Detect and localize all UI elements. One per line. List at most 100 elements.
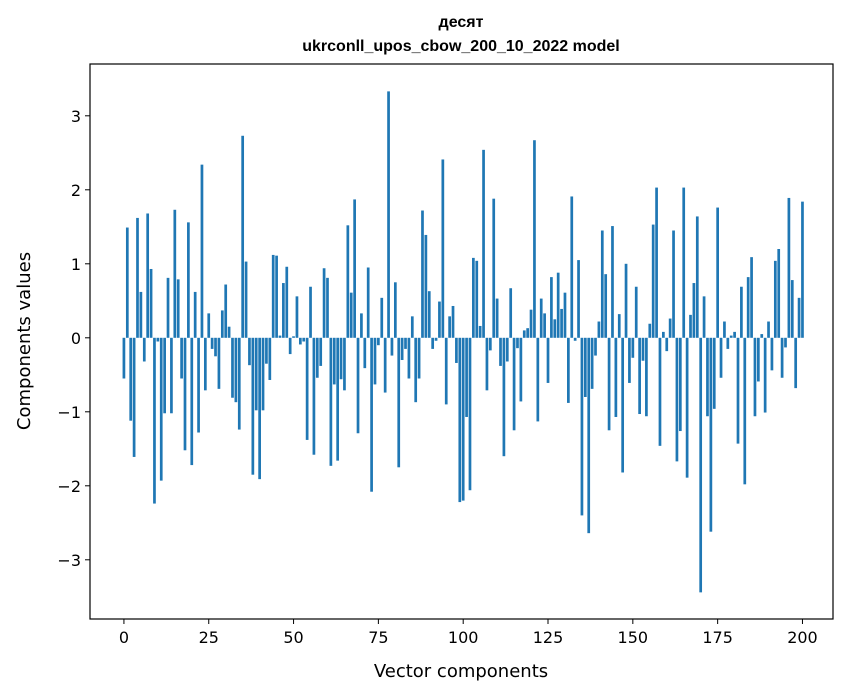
bar	[682, 187, 686, 338]
bar	[187, 222, 190, 338]
bar	[729, 335, 733, 338]
x-tick-label: 200	[787, 628, 818, 647]
bar	[512, 337, 516, 431]
bar	[600, 230, 604, 338]
bar	[149, 268, 153, 338]
bar	[553, 319, 557, 338]
bar	[220, 310, 224, 338]
bar	[655, 187, 658, 338]
bar	[122, 337, 126, 379]
bar	[743, 337, 747, 485]
bar	[475, 260, 479, 338]
bar	[499, 337, 502, 366]
bar	[125, 227, 129, 338]
bar	[550, 277, 553, 338]
bar	[780, 337, 784, 378]
bar	[373, 337, 377, 385]
bar	[770, 337, 774, 371]
bar	[363, 337, 367, 369]
bar	[254, 337, 258, 411]
bar	[695, 216, 699, 338]
bar	[784, 337, 787, 348]
bar	[675, 337, 679, 462]
bar	[346, 225, 350, 338]
bar	[797, 297, 801, 338]
bar	[773, 260, 777, 338]
bar	[536, 337, 540, 422]
bar	[505, 337, 509, 362]
bar	[163, 337, 166, 414]
bar	[203, 337, 207, 391]
bar	[631, 337, 635, 358]
bar	[485, 337, 489, 391]
bars-group	[122, 91, 804, 593]
bar	[237, 337, 241, 430]
bar	[404, 337, 407, 349]
bar	[712, 337, 716, 409]
bar	[312, 337, 316, 455]
bar	[309, 286, 312, 338]
bar	[458, 337, 462, 503]
x-tick-label: 125	[533, 628, 564, 647]
bar	[241, 135, 245, 338]
bar	[400, 337, 404, 360]
bar	[465, 337, 468, 417]
bar	[329, 337, 333, 466]
y-axis-label: Components values	[14, 252, 35, 430]
bar	[417, 337, 421, 379]
bar	[397, 337, 401, 468]
bar	[583, 337, 587, 397]
bar	[390, 337, 394, 356]
bar	[146, 213, 150, 338]
bar	[326, 277, 329, 338]
bar	[590, 337, 594, 389]
bar	[407, 337, 411, 379]
bar	[461, 337, 465, 501]
bar	[190, 337, 194, 466]
bar	[767, 321, 770, 338]
bar	[451, 305, 455, 338]
bar	[305, 337, 309, 440]
bar	[573, 337, 577, 341]
bar	[455, 337, 458, 363]
bar	[159, 337, 163, 481]
bar	[224, 284, 228, 338]
x-tick-label: 75	[368, 628, 388, 647]
bar	[570, 196, 574, 338]
bar	[217, 337, 221, 389]
bar	[611, 226, 614, 338]
bar	[387, 91, 390, 338]
bar	[434, 337, 438, 341]
bar	[285, 266, 289, 338]
bar	[234, 337, 238, 403]
bar	[658, 337, 662, 446]
bar	[723, 321, 726, 338]
bar	[482, 149, 485, 338]
bar	[468, 337, 472, 491]
bar	[319, 337, 323, 366]
bar	[356, 337, 360, 434]
bar	[702, 296, 706, 338]
bar	[567, 337, 570, 403]
bar	[478, 325, 482, 338]
bar	[638, 337, 641, 415]
bar	[526, 328, 530, 338]
bar	[265, 337, 268, 364]
bar	[248, 337, 251, 366]
bar	[777, 249, 781, 338]
bar	[197, 337, 200, 433]
bar	[336, 337, 340, 461]
bar	[672, 230, 675, 338]
bar	[339, 337, 343, 380]
bar	[719, 337, 723, 378]
bar	[709, 337, 713, 532]
bar	[136, 217, 139, 338]
bar	[231, 337, 234, 398]
bar	[597, 321, 601, 338]
bar	[634, 286, 638, 338]
bar	[298, 337, 302, 345]
bar	[343, 337, 346, 391]
bar	[604, 274, 608, 338]
bar	[757, 337, 760, 382]
